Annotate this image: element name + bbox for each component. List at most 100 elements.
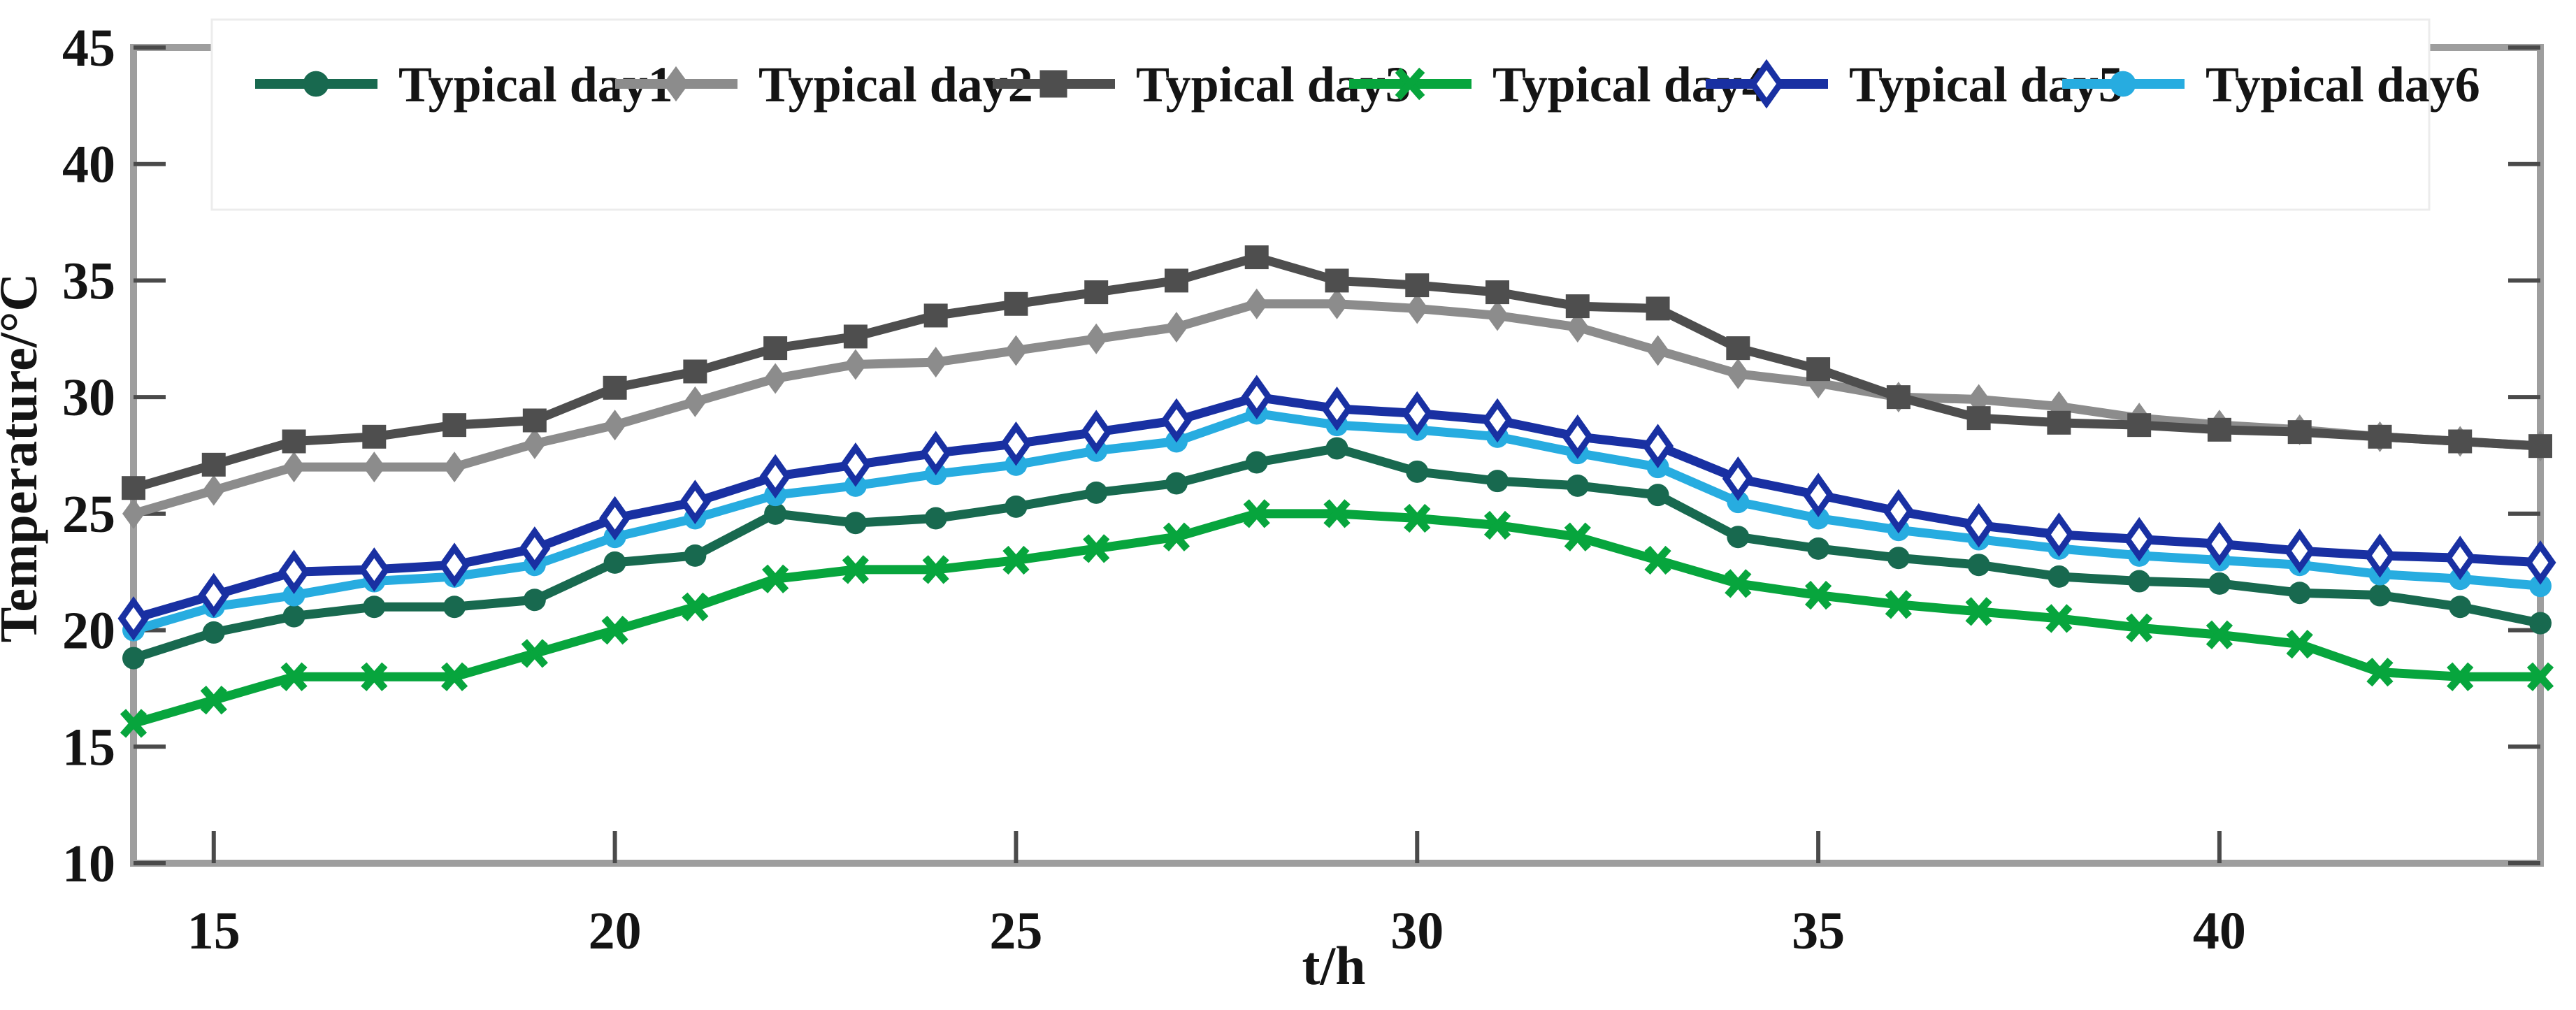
- marker-square: [1039, 70, 1067, 98]
- marker-open-diamond: [2123, 517, 2155, 562]
- marker-diamond: [1085, 323, 1108, 354]
- marker-square: [1084, 280, 1109, 305]
- marker-circle: [1245, 451, 1268, 474]
- marker-open-diamond: [1160, 398, 1193, 443]
- x-tick-label: 25: [989, 902, 1042, 960]
- marker-circle: [282, 605, 305, 628]
- marker-circle: [303, 71, 329, 97]
- marker-square: [1806, 357, 1831, 382]
- marker-circle: [1807, 507, 1830, 530]
- marker-circle: [1727, 526, 1750, 549]
- marker-circle: [1406, 460, 1429, 483]
- marker-x: [1483, 510, 1511, 540]
- marker-open-diamond: [599, 496, 631, 541]
- marker-square: [201, 452, 226, 477]
- y-tick-label: 45: [62, 19, 115, 78]
- marker-x: [2366, 657, 2394, 687]
- marker-circle: [1325, 437, 1348, 460]
- marker-circle: [2048, 565, 2071, 588]
- marker-diamond: [1165, 312, 1188, 343]
- x-tick-label: 35: [1792, 902, 1845, 960]
- x-tick-label: 15: [187, 902, 240, 960]
- marker-open-diamond: [1562, 414, 1594, 459]
- marker-diamond: [1245, 288, 1268, 319]
- marker-open-diamond: [1963, 503, 1995, 548]
- marker-circle: [603, 551, 626, 574]
- marker-square: [2287, 420, 2312, 445]
- marker-x: [361, 662, 388, 691]
- marker-open-diamond: [840, 442, 872, 487]
- marker-x: [521, 639, 548, 668]
- marker-x: [1163, 522, 1190, 551]
- marker-square: [2207, 417, 2231, 442]
- marker-square: [923, 303, 948, 328]
- legend-label: Typical day2: [758, 57, 1033, 113]
- marker-diamond: [443, 452, 466, 483]
- marker-x: [1644, 545, 1671, 575]
- marker-square: [362, 424, 387, 449]
- marker-x: [2447, 662, 2474, 691]
- marker-diamond: [1005, 335, 1028, 366]
- marker-open-diamond: [1748, 59, 1785, 109]
- marker-x: [120, 709, 147, 738]
- marker-x: [1885, 590, 1912, 619]
- marker-circle: [1807, 537, 1830, 560]
- marker-square: [1646, 296, 1670, 321]
- y-tick-label: 15: [62, 718, 115, 777]
- marker-x: [440, 662, 468, 691]
- marker-x: [2126, 613, 2153, 642]
- y-tick-label: 20: [62, 602, 115, 661]
- marker-circle: [1967, 554, 1990, 577]
- series-typical-day5: [117, 375, 2556, 641]
- marker-open-diamond: [1321, 387, 1353, 431]
- marker-circle: [2288, 582, 2311, 605]
- marker-square: [1726, 336, 1750, 361]
- marker-open-diamond: [2284, 528, 2316, 573]
- series-typical-day4: [120, 499, 2554, 738]
- marker-x: [1243, 499, 1270, 528]
- marker-circle: [1727, 491, 1750, 514]
- legend-label: Typical day6: [2206, 57, 2480, 113]
- marker-diamond: [282, 452, 305, 483]
- marker-diamond: [1406, 293, 1429, 324]
- marker-diamond: [684, 386, 707, 417]
- marker-x: [601, 615, 628, 645]
- marker-circle: [363, 596, 386, 619]
- marker-open-diamond: [2203, 521, 2236, 566]
- marker-square: [1164, 268, 1188, 293]
- marker-square: [2047, 410, 2071, 435]
- x-axis-label: t/h: [1302, 935, 1365, 996]
- marker-diamond: [1646, 335, 1669, 366]
- marker-x: [1395, 67, 1425, 101]
- marker-square: [683, 359, 707, 384]
- marker-diamond: [523, 428, 546, 459]
- marker-x: [2526, 662, 2554, 691]
- marker-circle: [2529, 612, 2552, 635]
- marker-open-diamond: [1000, 421, 1032, 466]
- marker-diamond: [1566, 312, 1589, 343]
- marker-open-diamond: [1883, 489, 1915, 534]
- marker-circle: [684, 544, 707, 567]
- marker-x: [762, 564, 789, 593]
- marker-circle: [2529, 575, 2552, 598]
- marker-circle: [2208, 572, 2231, 595]
- marker-open-diamond: [2043, 512, 2075, 557]
- marker-open-diamond: [278, 549, 310, 594]
- y-tick-label: 30: [62, 368, 115, 427]
- legend-item-typical-day1: Typical day1: [255, 57, 673, 113]
- marker-x: [2206, 620, 2233, 649]
- marker-circle: [202, 621, 225, 644]
- legend: Typical day1 Typical day2 Typical day3 Typi…: [210, 18, 2480, 211]
- marker-circle: [844, 512, 867, 535]
- series-typical-day3: [122, 245, 2552, 500]
- marker-square: [1966, 406, 1991, 431]
- legend-item-typical-day6: Typical day6: [2062, 57, 2480, 113]
- marker-x: [280, 662, 308, 691]
- marker-open-diamond: [759, 454, 791, 499]
- marker-square: [2127, 413, 2152, 438]
- marker-square: [282, 429, 306, 454]
- marker-square: [843, 324, 868, 349]
- y-tick-label: 40: [62, 136, 115, 194]
